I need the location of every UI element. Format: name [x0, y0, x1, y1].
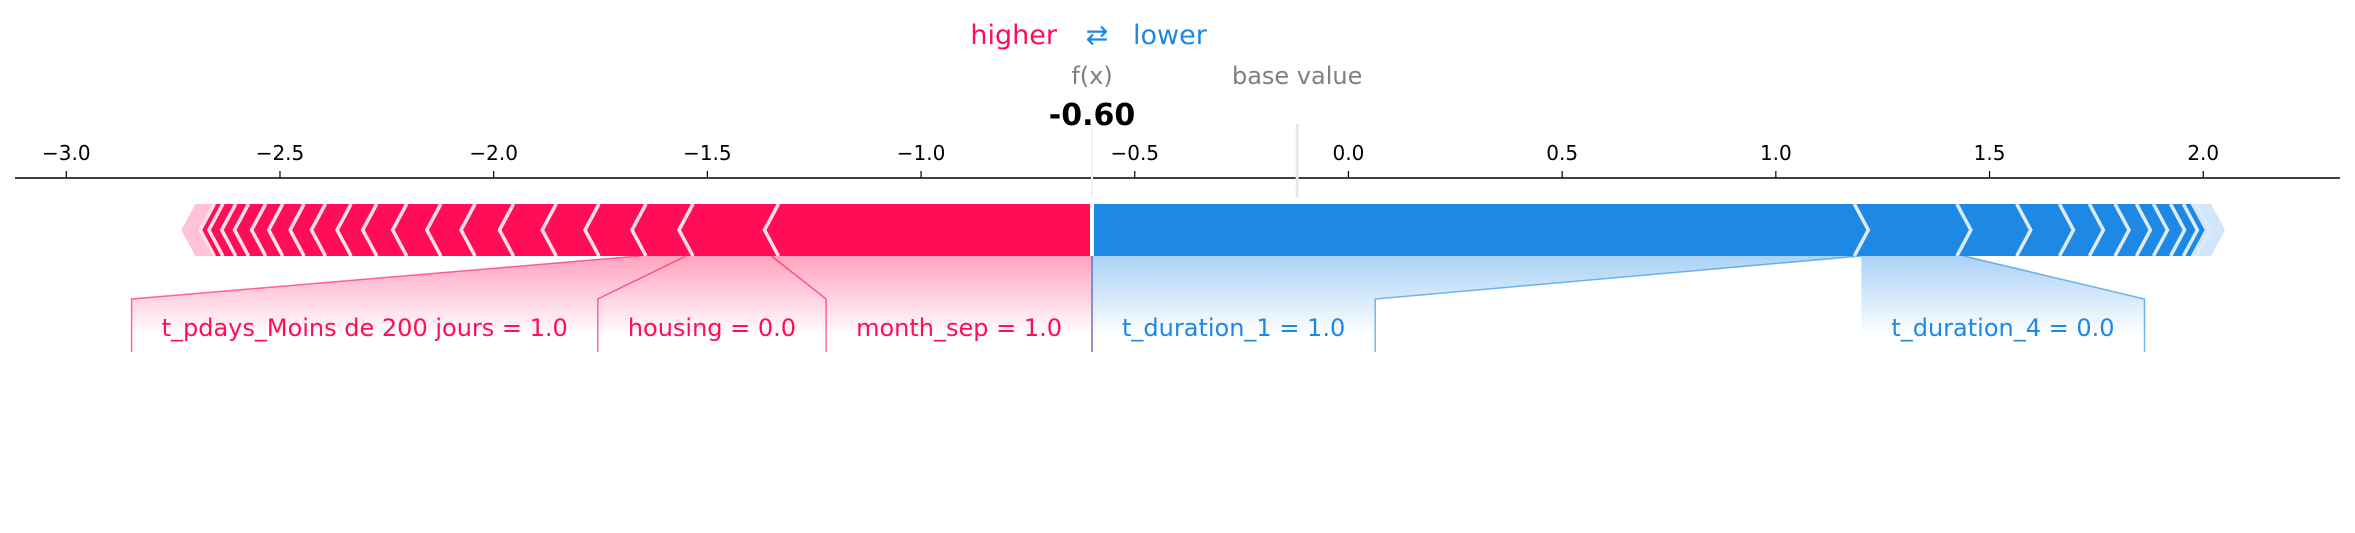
- positive-divider: [288, 203, 306, 257]
- negative-divider: [2181, 203, 2200, 257]
- positive-divider: [198, 203, 216, 257]
- positive-divider: [232, 203, 251, 257]
- legend-lower: lower: [1133, 20, 1208, 51]
- feature-connector: [1374, 255, 1862, 352]
- x-tick-label: 1.5: [1974, 141, 2006, 165]
- negative-divider: [1955, 203, 1973, 257]
- x-tick-label: 0.0: [1333, 141, 1365, 165]
- feature-labels: month_sep = 1.0 housing = 0.0 t_pdays_Moin…: [162, 314, 2115, 342]
- positive-divider: [459, 203, 477, 257]
- fx-value: -0.60: [1049, 98, 1135, 133]
- positive-divider: [630, 203, 648, 257]
- feature-connector: [597, 255, 687, 352]
- positive-divider: [677, 203, 695, 257]
- negative-divider: [2015, 203, 2033, 257]
- x-tick-label: −1.5: [683, 141, 732, 165]
- feature-fill: [597, 256, 827, 336]
- positive-divider: [335, 203, 353, 257]
- positive-divider: [249, 203, 268, 257]
- x-tick-label: −1.0: [897, 141, 946, 165]
- x-axis: −3.0 −2.5 −2.0 −1.5 −1.0 −0.5 0.0 0.5 1.0 1.5 2.0: [15, 141, 2340, 179]
- negative-divider: [2087, 203, 2106, 257]
- x-tick-label: −2.5: [256, 141, 305, 165]
- feature-label-positive: t_pdays_Moins de 200 jours = 1.0: [162, 314, 568, 342]
- negative-divider: [2134, 203, 2153, 257]
- negative-bar-tail: [2190, 204, 2225, 256]
- negative-divider: [1852, 203, 1871, 257]
- positive-divider: [219, 203, 238, 257]
- feature-connector: [1963, 255, 2146, 352]
- feature-fill: [1861, 256, 2145, 336]
- x-tick-label: 1.0: [1760, 141, 1792, 165]
- x-tick-label: −0.5: [1110, 141, 1159, 165]
- legend-arrow-icon: ⇄: [1086, 20, 1109, 51]
- positive-divider: [309, 203, 327, 257]
- feature-fill: [1092, 256, 1862, 336]
- feature-fills: [130, 255, 2146, 352]
- feature-connector: [130, 255, 640, 352]
- negative-divider: [2151, 203, 2170, 257]
- x-tick-label: −3.0: [42, 141, 91, 165]
- negative-divider: [2169, 203, 2187, 257]
- fx-label: f(x): [1071, 62, 1112, 90]
- positive-divider: [206, 203, 225, 257]
- feature-label-negative: t_duration_4 = 0.0: [1891, 314, 2114, 342]
- x-tick-label: −2.0: [469, 141, 518, 165]
- force-bars: [181, 203, 2225, 257]
- feature-label-positive: month_sep = 1.0: [856, 314, 1062, 342]
- legend-higher: higher: [970, 20, 1057, 51]
- feature-label-positive: housing = 0.0: [628, 314, 796, 342]
- negative-divider: [2194, 203, 2213, 257]
- x-tick-label: 2.0: [2187, 141, 2219, 165]
- feature-fill: [771, 256, 1093, 336]
- legend: higher ⇄ lower: [970, 20, 1207, 51]
- positive-divider: [424, 203, 443, 257]
- positive-bar: [181, 204, 1093, 256]
- feature-fill: [131, 256, 687, 336]
- negative-divider: [2057, 203, 2076, 257]
- positive-divider: [266, 203, 285, 257]
- negative-bar: [1092, 204, 2225, 256]
- negative-divider: [2113, 203, 2132, 257]
- feature-label-negative: t_duration_1 = 1.0: [1122, 314, 1345, 342]
- base-value-label: base value: [1232, 62, 1362, 90]
- positive-divider: [360, 203, 379, 257]
- positive-divider: [762, 203, 781, 257]
- feature-connector: [771, 255, 827, 352]
- positive-divider: [390, 203, 409, 257]
- x-tick-label: 0.5: [1546, 141, 1578, 165]
- value-markers: f(x) -0.60 base value: [1049, 62, 1362, 198]
- positive-divider: [540, 203, 558, 257]
- positive-divider: [582, 203, 601, 257]
- positive-divider: [497, 203, 516, 257]
